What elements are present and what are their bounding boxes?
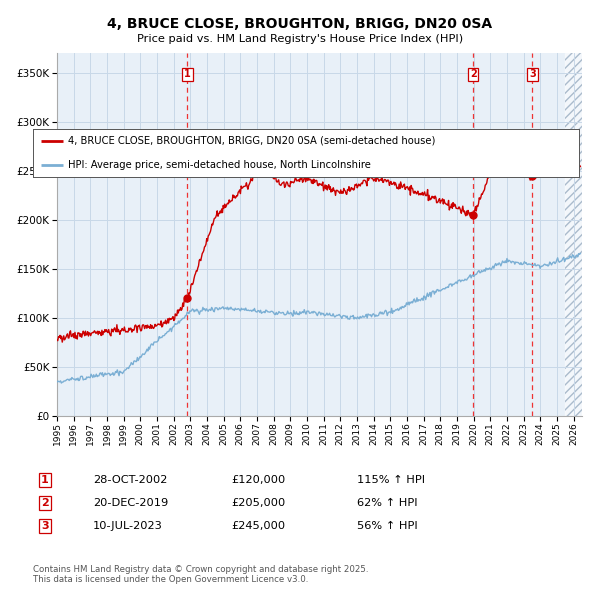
Text: 3: 3: [41, 521, 49, 531]
Text: 28-OCT-2002: 28-OCT-2002: [93, 475, 167, 485]
Text: 1: 1: [41, 475, 49, 485]
Bar: [565, 53, 582, 416]
Text: Price paid vs. HM Land Registry's House Price Index (HPI): Price paid vs. HM Land Registry's House …: [137, 34, 463, 44]
Text: 62% ↑ HPI: 62% ↑ HPI: [357, 498, 418, 508]
Text: 1: 1: [184, 70, 191, 80]
Text: £245,000: £245,000: [231, 521, 285, 531]
Text: 20-DEC-2019: 20-DEC-2019: [93, 498, 168, 508]
Text: 10-JUL-2023: 10-JUL-2023: [93, 521, 163, 531]
Text: HPI: Average price, semi-detached house, North Lincolnshire: HPI: Average price, semi-detached house,…: [68, 160, 371, 170]
Text: 115% ↑ HPI: 115% ↑ HPI: [357, 475, 425, 485]
Text: £120,000: £120,000: [231, 475, 285, 485]
Text: 2: 2: [470, 70, 476, 80]
Text: 56% ↑ HPI: 56% ↑ HPI: [357, 521, 418, 531]
Text: £205,000: £205,000: [231, 498, 285, 508]
Text: Contains HM Land Registry data © Crown copyright and database right 2025.
This d: Contains HM Land Registry data © Crown c…: [33, 565, 368, 584]
Text: 4, BRUCE CLOSE, BROUGHTON, BRIGG, DN20 0SA: 4, BRUCE CLOSE, BROUGHTON, BRIGG, DN20 0…: [107, 17, 493, 31]
Text: 4, BRUCE CLOSE, BROUGHTON, BRIGG, DN20 0SA (semi-detached house): 4, BRUCE CLOSE, BROUGHTON, BRIGG, DN20 0…: [68, 136, 436, 146]
Text: 3: 3: [529, 70, 536, 80]
Text: 2: 2: [41, 498, 49, 508]
